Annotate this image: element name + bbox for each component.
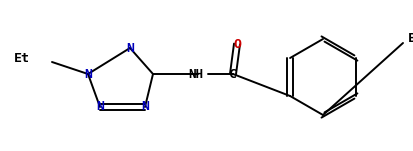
Text: Et: Et [14, 53, 30, 66]
Text: N: N [84, 67, 92, 80]
Text: Et: Et [408, 32, 413, 45]
Text: C: C [229, 67, 237, 80]
Text: NH: NH [188, 67, 204, 80]
Text: O: O [233, 37, 241, 50]
Text: N: N [96, 101, 104, 114]
Text: N: N [141, 101, 149, 114]
Text: N: N [126, 42, 134, 55]
